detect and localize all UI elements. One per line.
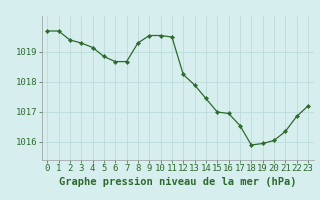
X-axis label: Graphe pression niveau de la mer (hPa): Graphe pression niveau de la mer (hPa) bbox=[59, 177, 296, 187]
